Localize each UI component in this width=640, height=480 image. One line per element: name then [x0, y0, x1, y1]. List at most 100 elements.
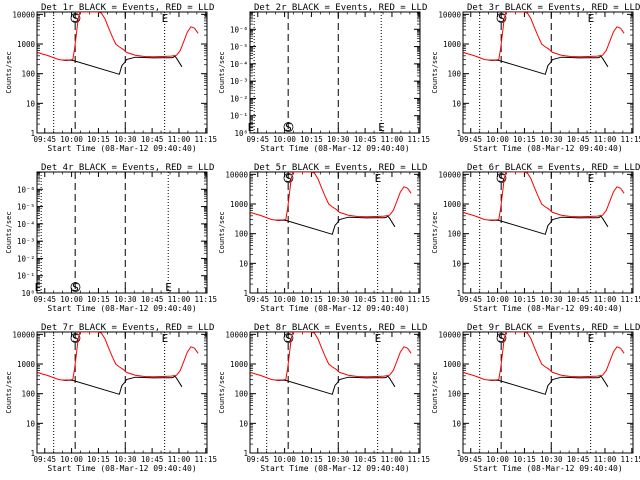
detector-panel-2: Det 2r BLACK = Events, RED = LLD 10⁰ 10⁻¹ 1…: [218, 3, 430, 153]
lld-red-line: [37, 332, 199, 381]
start-marker-circle: [283, 122, 294, 132]
y-axis-label: Counts/sec: [5, 211, 13, 253]
plot-frame: [36, 11, 208, 134]
y-tick-label: 100: [447, 230, 461, 239]
y-tick-label: 100: [21, 70, 35, 79]
y-tick-label: 10⁻⁵: [17, 203, 35, 212]
x-tick-label: 10:45: [141, 455, 164, 464]
y-tick-label: 1: [456, 289, 461, 298]
y-tick-label: 100: [447, 390, 461, 399]
end-marker: E: [162, 332, 169, 345]
x-tick-label: 10:30: [114, 455, 137, 464]
y-tick-label: 1000: [230, 200, 249, 209]
x-tick-label: 11:00: [594, 455, 617, 464]
x-tick-label: 11:15: [408, 295, 431, 304]
x-tick-label: 10:15: [87, 295, 110, 304]
start-marker-circle: [70, 13, 81, 23]
start-marker: S: [285, 172, 292, 185]
x-tick-label: 10:45: [141, 135, 164, 144]
x-tick-label: 10:15: [300, 135, 323, 144]
start-marker-circle: [283, 173, 294, 183]
end-marker: E: [378, 121, 385, 134]
x-tick-label: 10:30: [327, 135, 350, 144]
x-axis-label: Start Time (08-Mar-12 09:40:40): [473, 144, 622, 153]
detector-panel-9: Det 9r BLACK = Events, RED = LLD 1 10 100 10…: [431, 323, 640, 473]
y-tick-label: 10: [452, 259, 462, 268]
x-axis-label: Start Time (08-Mar-12 09:40:40): [260, 304, 409, 313]
lld-red-line: [37, 12, 199, 61]
x-tick-label: 10:15: [513, 295, 536, 304]
start-marker: S: [498, 172, 505, 185]
plot-title: Det 8r BLACK = Events, RED = LLD: [254, 323, 427, 333]
plot-frame: [249, 331, 421, 454]
x-tick-label: 10:00: [60, 135, 83, 144]
plot-frame: [462, 331, 634, 454]
x-tick-label: 10:45: [567, 455, 590, 464]
start-marker-circle: [496, 333, 507, 343]
y-tick-label: 10⁰: [234, 129, 248, 138]
x-tick-label: 11:00: [594, 295, 617, 304]
x-tick-label: 10:30: [540, 135, 563, 144]
y-tick-label: 10⁻³: [17, 237, 35, 246]
x-tick-label: 09:45: [33, 135, 56, 144]
x-axis-label: Start Time (08-Mar-12 09:40:40): [47, 464, 196, 473]
y-axis-label: Counts/sec: [431, 211, 439, 253]
y-tick-label: 10000: [438, 330, 461, 339]
x-tick-label: 09:45: [33, 295, 56, 304]
lld-red-line: [463, 332, 625, 381]
start-marker: S: [72, 281, 79, 294]
y-tick-label: 10: [239, 259, 249, 268]
plot-frame: [36, 171, 208, 294]
y-tick-label: 10⁻¹: [17, 272, 35, 281]
start-marker: S: [498, 332, 505, 345]
x-axis-label: Start Time (08-Mar-12 09:40:40): [47, 304, 196, 313]
x-tick-label: 11:00: [381, 135, 404, 144]
x-tick-label: 10:45: [567, 295, 590, 304]
x-tick-label: 10:00: [486, 455, 509, 464]
x-tick-label: 11:15: [195, 135, 218, 144]
plot-title: Det 7r BLACK = Events, RED = LLD: [41, 323, 214, 333]
detector-panel-6: Det 6r BLACK = Events, RED = LLD 1 10 100 10…: [431, 163, 640, 313]
x-tick-label: 09:45: [246, 295, 269, 304]
detector-panel-8: Det 8r BLACK = Events, RED = LLD 1 10 100 10…: [218, 323, 430, 473]
events-black-line: [488, 375, 609, 395]
plot-title: Det 3r BLACK = Events, RED = LLD: [467, 3, 640, 13]
y-tick-label: 10⁰: [21, 289, 35, 298]
y-tick-label: 1000: [443, 200, 462, 209]
y-tick-label: 1000: [443, 360, 462, 369]
x-tick-label: 10:45: [141, 295, 164, 304]
x-tick-label: 10:15: [513, 135, 536, 144]
y-tick-label: 10⁻²: [17, 254, 35, 263]
start-marker-circle: [70, 282, 81, 292]
y-tick-label: 10⁻⁴: [17, 220, 35, 229]
y-tick-label: 10: [26, 419, 36, 428]
detector-panel-3: Det 3r BLACK = Events, RED = LLD 1 10 100 10…: [431, 3, 640, 153]
y-axis-label: Counts/sec: [218, 211, 226, 253]
end-marker: E: [375, 332, 382, 345]
y-tick-label: 10⁻⁶: [230, 25, 248, 34]
x-tick-label: 10:00: [60, 455, 83, 464]
x-tick-label: 10:30: [540, 455, 563, 464]
y-axis-label: Counts/sec: [218, 371, 226, 413]
x-tick-label: 10:00: [273, 295, 296, 304]
plot-frame: [249, 11, 421, 134]
x-tick-label: 10:15: [87, 455, 110, 464]
x-tick-label: 09:45: [459, 455, 482, 464]
x-tick-label: 11:15: [408, 135, 431, 144]
events-black-line: [488, 55, 609, 75]
y-tick-label: 10: [26, 99, 36, 108]
y-axis-label: Counts/sec: [5, 371, 13, 413]
events-black-line: [62, 375, 183, 395]
y-tick-label: 10: [452, 99, 462, 108]
x-tick-label: 10:00: [60, 295, 83, 304]
y-tick-label: 10: [239, 419, 249, 428]
x-tick-label: 11:15: [621, 295, 640, 304]
y-tick-label: 10⁻⁴: [230, 60, 248, 69]
plot-title: Det 5r BLACK = Events, RED = LLD: [254, 163, 427, 173]
plot-frame: [249, 171, 421, 294]
end-marker: E: [248, 121, 255, 134]
y-axis-label: Counts/sec: [431, 371, 439, 413]
x-tick-label: 11:15: [195, 295, 218, 304]
events-black-line: [275, 375, 396, 395]
